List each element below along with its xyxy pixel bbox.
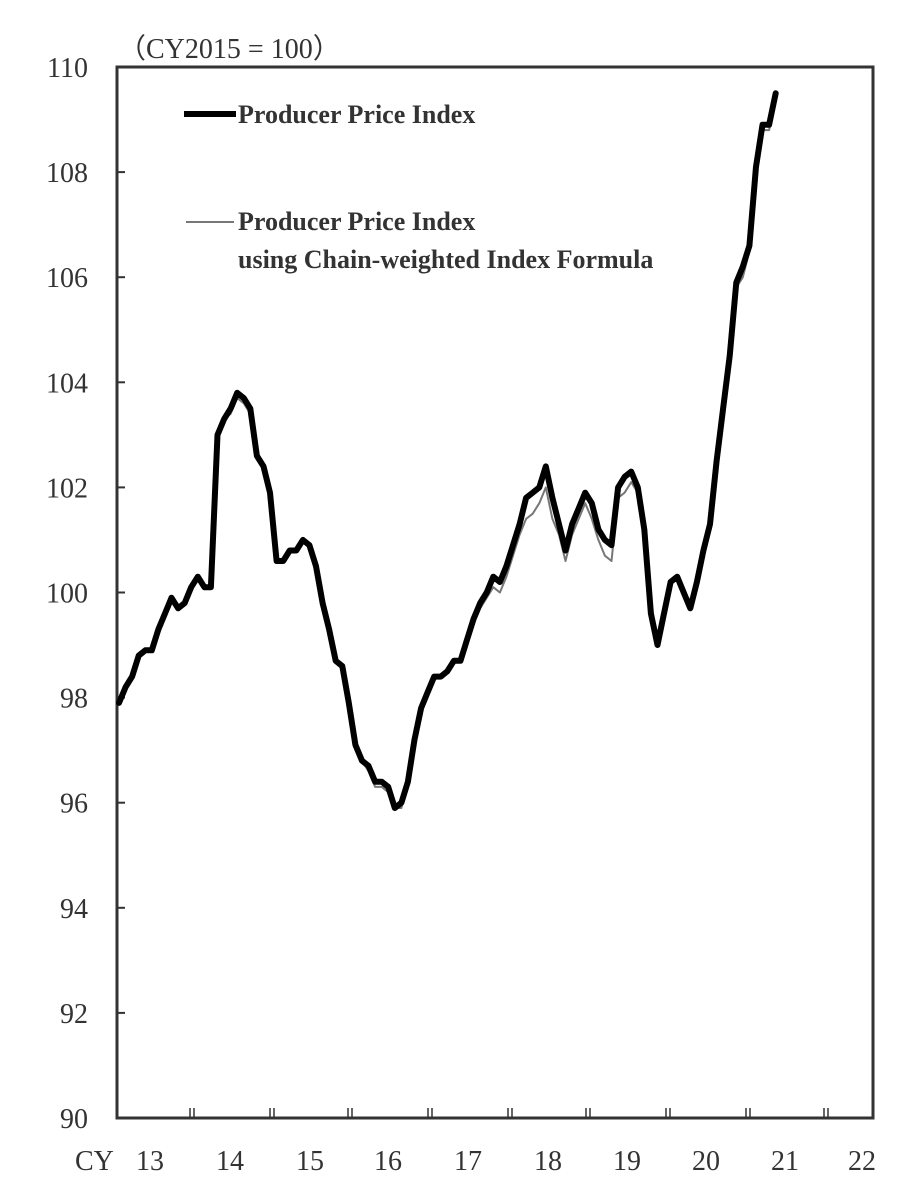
x-tick-label: 16 <box>374 1146 402 1177</box>
x-tick-label: 22 <box>848 1146 876 1177</box>
legend: Producer Price Index Producer Price Inde… <box>184 100 653 274</box>
x-tick-label: 19 <box>613 1146 641 1177</box>
y-tick-label: 110 <box>47 53 88 84</box>
plot-area-frame <box>115 65 875 1120</box>
y-tick-label: 106 <box>46 263 88 294</box>
y-tick-label: 94 <box>60 894 88 925</box>
y-tick-label: 98 <box>60 684 88 715</box>
y-axis: 90 92 94 96 98 100 102 104 106 108 110 <box>46 53 125 1135</box>
y-tick-label: 108 <box>46 158 88 189</box>
x-tick-label: 20 <box>692 1146 720 1177</box>
legend-label-chain-weighted-line1: Producer Price Index <box>238 207 475 236</box>
legend-label-ppi: Producer Price Index <box>238 100 475 129</box>
y-tick-label: 104 <box>46 368 88 399</box>
x-axis: CY 13 14 15 16 17 18 19 20 21 22 <box>75 1108 876 1177</box>
series-lines <box>116 90 779 811</box>
y-tick-label: 90 <box>60 1104 88 1135</box>
legend-label-chain-weighted-line2: using Chain-weighted Index Formula <box>238 245 653 274</box>
y-tick-label: 92 <box>60 999 88 1030</box>
x-tick-label: 15 <box>296 1146 324 1177</box>
x-axis-prefix: CY <box>75 1146 114 1177</box>
y-tick-label: 96 <box>60 789 88 820</box>
x-tick-label: 21 <box>771 1146 799 1177</box>
y-tick-label: 102 <box>46 473 88 504</box>
unit-label: （CY2015 = 100） <box>118 33 341 65</box>
x-tick-label: 18 <box>534 1146 562 1177</box>
series-ppi-line <box>116 90 779 811</box>
y-tick-label: 100 <box>46 579 88 610</box>
x-tick-label: 14 <box>216 1146 244 1177</box>
x-tick-label: 13 <box>136 1146 164 1177</box>
x-tick-label: 17 <box>454 1146 482 1177</box>
